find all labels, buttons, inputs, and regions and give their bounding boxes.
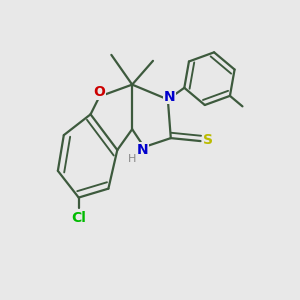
Text: Cl: Cl [71,212,86,225]
Text: N: N [164,89,175,103]
Text: N: N [137,143,148,157]
Text: O: O [94,85,105,99]
Text: H: H [128,154,136,164]
Text: S: S [203,133,213,147]
